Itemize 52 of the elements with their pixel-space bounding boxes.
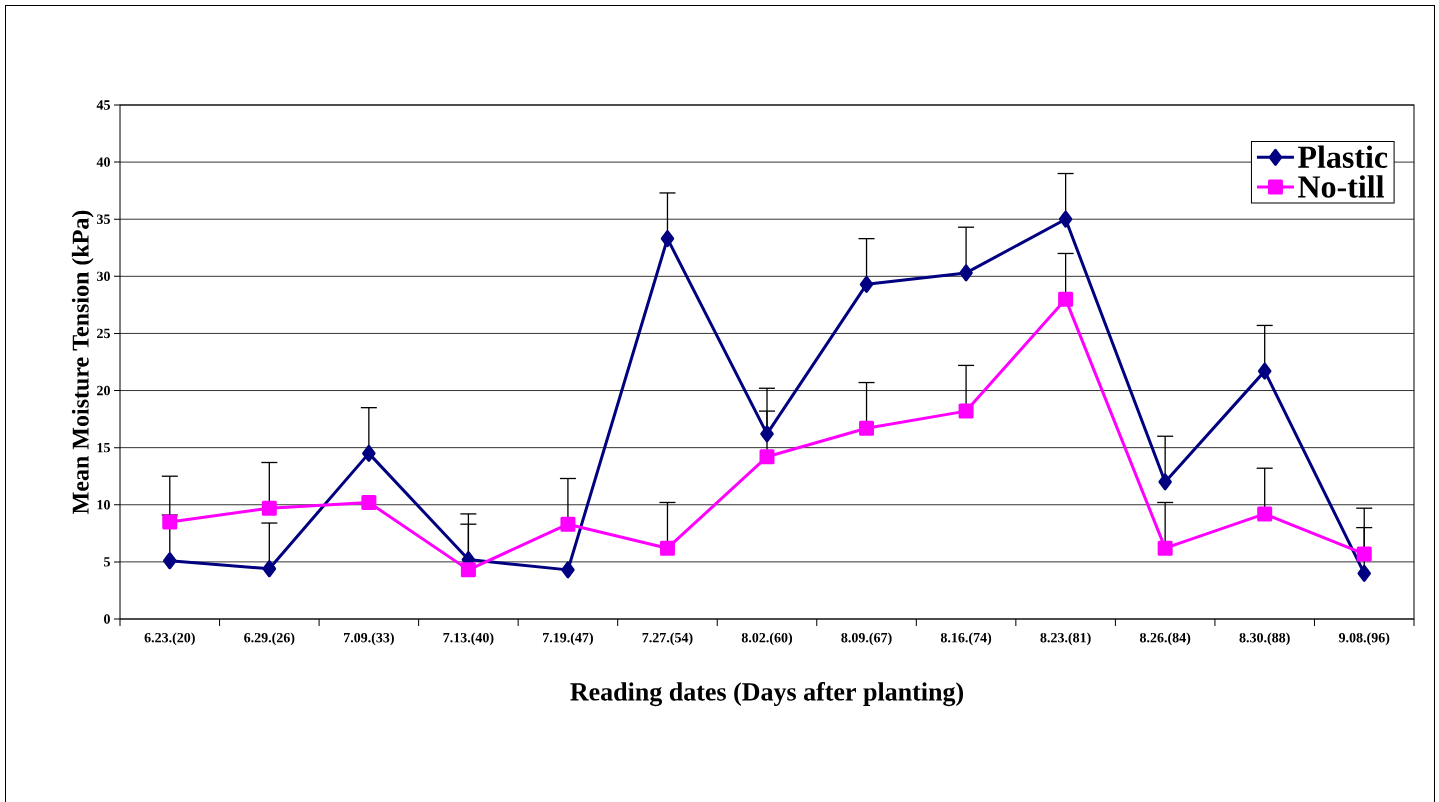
x-tick-label: 8.02.(60) xyxy=(741,632,793,646)
y-tick-label: 15 xyxy=(97,442,110,453)
x-tick-label: 7.09.(33) xyxy=(343,632,394,646)
legend-label: No-till xyxy=(1298,175,1384,198)
point xyxy=(261,500,277,516)
point xyxy=(163,552,177,570)
point xyxy=(859,420,875,436)
y-tick-label: 0 xyxy=(104,614,110,624)
y-tick-label: 40 xyxy=(96,157,110,167)
point xyxy=(959,264,973,282)
y-tick-label: 20 xyxy=(97,385,110,396)
point xyxy=(561,561,575,579)
x-tick-label: 8.09.(67) xyxy=(841,632,892,646)
y-tick-label: 25 xyxy=(97,328,110,339)
y-tick-label: 45 xyxy=(96,100,110,110)
point xyxy=(460,562,476,578)
y-tick-label: 5 xyxy=(104,557,110,567)
x-axis-title: Reading dates (Days after planting) xyxy=(570,682,964,707)
point xyxy=(659,540,675,556)
y-tick-label: 30 xyxy=(97,271,110,282)
y-axis-title: Mean Moisture Tension (kPa) xyxy=(71,210,94,514)
point xyxy=(361,494,377,510)
point xyxy=(1257,362,1272,380)
point xyxy=(362,444,376,462)
point xyxy=(759,449,775,465)
point xyxy=(1357,564,1371,582)
x-tick-label: 7.13.(40) xyxy=(443,632,494,646)
x-tick-label: 8.23.(81) xyxy=(1040,632,1091,646)
y-tick-label: 35 xyxy=(97,214,110,224)
x-tick-label: 6.29.(26) xyxy=(244,632,295,646)
point xyxy=(262,560,277,578)
x-tick-label: 9.08.(96) xyxy=(1338,632,1390,646)
point xyxy=(1356,546,1372,562)
x-tick-label: 8.26.(84) xyxy=(1139,632,1191,646)
x-tick-label: 8.16.(74) xyxy=(940,632,992,646)
point xyxy=(560,516,576,532)
x-tick-label: 8.30.(88) xyxy=(1239,632,1290,646)
point xyxy=(760,425,774,443)
point xyxy=(1058,210,1073,228)
point xyxy=(859,275,874,293)
x-tick-label: 6.23.(20) xyxy=(144,632,195,646)
x-tick-label: 7.19.(47) xyxy=(543,632,593,646)
point xyxy=(1257,506,1273,522)
y-tick-label: 10 xyxy=(97,500,110,510)
legend-label: Plastic xyxy=(1298,145,1388,168)
point xyxy=(1158,473,1172,491)
point xyxy=(660,230,675,248)
point xyxy=(162,514,178,530)
point xyxy=(1058,291,1074,307)
x-tick-label: 7.27.(54) xyxy=(642,632,693,646)
point xyxy=(1157,540,1173,556)
point xyxy=(958,403,974,419)
